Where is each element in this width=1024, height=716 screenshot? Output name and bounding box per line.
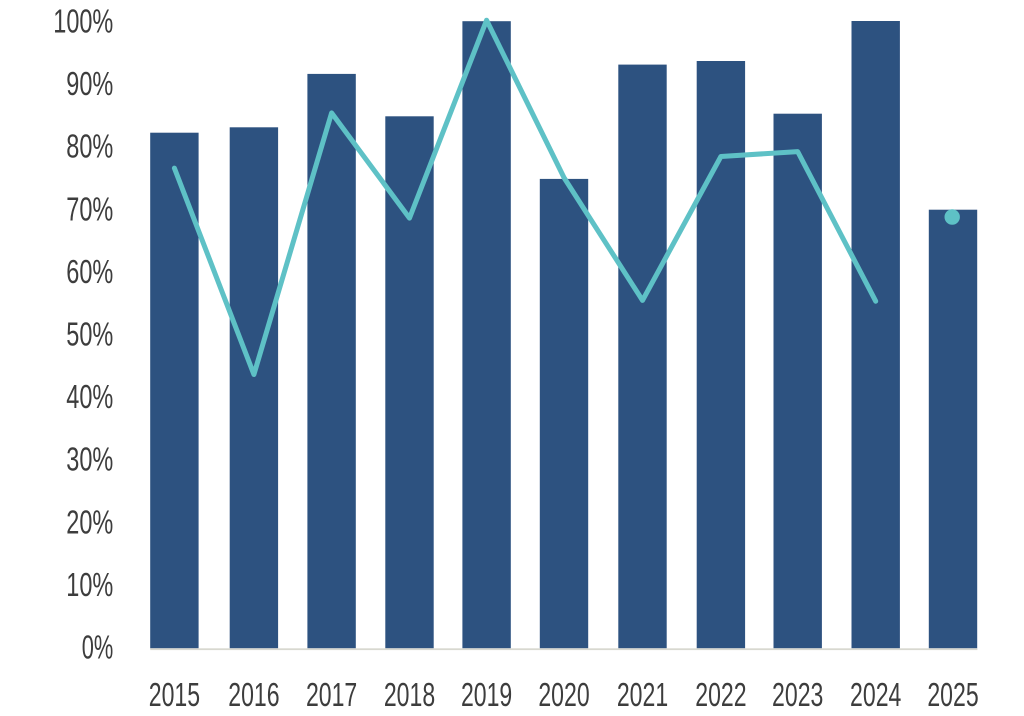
svg-text:10%: 10% xyxy=(66,566,113,603)
svg-text:90%: 90% xyxy=(66,65,113,102)
svg-text:2015: 2015 xyxy=(149,676,200,713)
svg-text:2022: 2022 xyxy=(695,676,746,713)
svg-text:2025: 2025 xyxy=(927,676,978,713)
svg-text:2017: 2017 xyxy=(306,676,357,713)
svg-text:2021: 2021 xyxy=(617,676,668,713)
svg-text:0%: 0% xyxy=(82,629,114,666)
svg-text:2018: 2018 xyxy=(384,676,435,713)
svg-text:50%: 50% xyxy=(66,316,113,353)
svg-text:40%: 40% xyxy=(66,378,113,415)
svg-text:2019: 2019 xyxy=(461,676,512,713)
svg-text:2016: 2016 xyxy=(228,676,279,713)
svg-text:80%: 80% xyxy=(66,128,113,165)
svg-text:2024: 2024 xyxy=(850,676,901,713)
svg-text:20%: 20% xyxy=(66,503,113,540)
svg-text:2023: 2023 xyxy=(772,676,823,713)
svg-text:100%: 100% xyxy=(53,3,113,40)
svg-text:60%: 60% xyxy=(66,253,113,290)
svg-text:30%: 30% xyxy=(66,441,113,478)
svg-text:70%: 70% xyxy=(66,190,113,227)
svg-text:2020: 2020 xyxy=(538,676,589,713)
